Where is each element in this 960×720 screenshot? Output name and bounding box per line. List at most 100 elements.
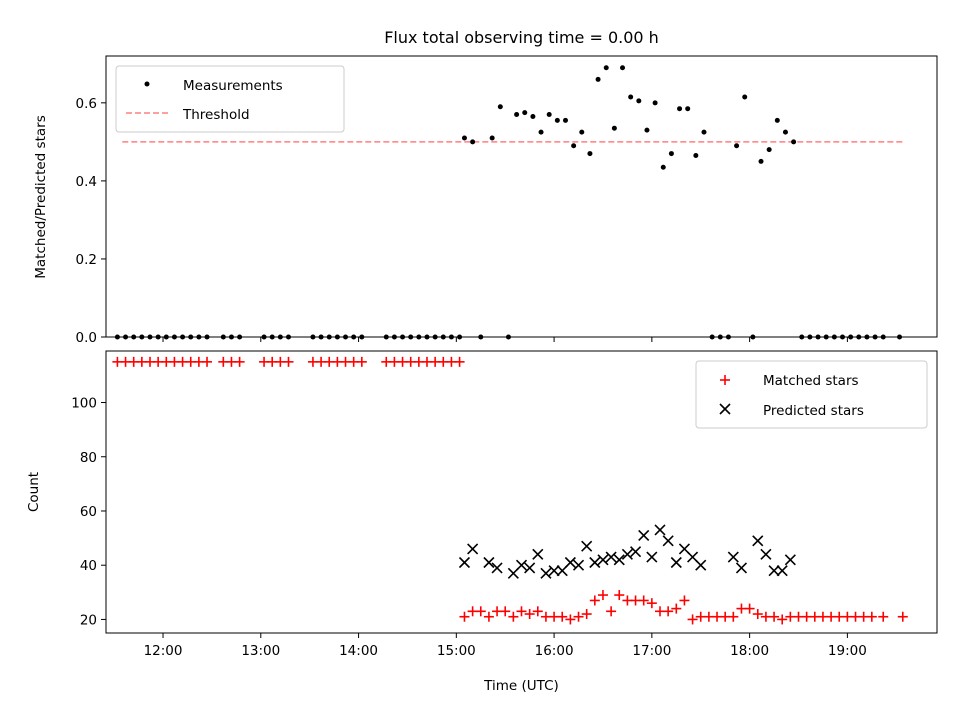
- matched-stars-point: [581, 609, 592, 620]
- matched-stars-point: [752, 609, 763, 620]
- bottom-panel: 12:00 13:00 14:00 15:00 16:00 17:00 18:00 19:00…: [26, 350, 938, 694]
- predicted-stars-point: [613, 554, 625, 566]
- predicted-stars-point: [776, 565, 788, 577]
- predicted-stars-point: [605, 551, 617, 563]
- measurements-point: [734, 143, 740, 149]
- matched-stars-point: [459, 611, 470, 622]
- predicted-stars-point: [752, 535, 764, 547]
- matched-stars-point: [500, 606, 511, 617]
- measurements-point: [489, 135, 495, 141]
- bottom-axes-frame: [105, 350, 938, 634]
- predicted-stars-point: [768, 565, 780, 577]
- x-tick-label: 14:00: [339, 643, 378, 659]
- predicted-stars-point: [483, 556, 495, 569]
- legend-label-predicted-stars: Predicted stars: [763, 403, 864, 419]
- y-tick-label: 60: [80, 504, 97, 520]
- predicted-stars-point: [572, 559, 585, 571]
- legend-marker-matched-stars: [720, 375, 730, 385]
- measurements-point: [742, 94, 748, 100]
- matched-stars-point: [516, 606, 527, 617]
- measurements-point: [636, 98, 642, 104]
- predicted-stars-point: [654, 524, 666, 536]
- matched-stars-point: [897, 611, 908, 622]
- measurements-point: [530, 113, 536, 119]
- measurements-point: [562, 117, 568, 123]
- y-tick-label: 100: [71, 396, 97, 412]
- legend-label-threshold: Threshold: [182, 107, 250, 123]
- predicted-stars-point: [597, 554, 609, 566]
- matched-stars-point: [638, 595, 649, 606]
- matched-stars-point: [454, 356, 465, 367]
- predicted-stars-point: [581, 540, 593, 552]
- top-axes-frame: [105, 55, 938, 338]
- bottom-legend: Matched stars Predicted stars: [695, 360, 928, 429]
- measurements-point: [470, 139, 476, 145]
- matched-stars-point: [663, 606, 674, 617]
- matched-stars-point: [356, 356, 367, 367]
- matched-stars-point: [728, 611, 739, 622]
- matched-stars-point: [744, 603, 755, 614]
- matched-stars-point: [679, 595, 690, 606]
- x-tick-label: 19:00: [828, 643, 867, 659]
- predicted-stars-point: [735, 562, 748, 574]
- bottom-axis-ticks: 12:00 13:00 14:00 15:00 16:00 17:00 18:00 19:00…: [71, 396, 867, 659]
- predicted-stars-point: [540, 567, 552, 579]
- measurements-point: [579, 129, 585, 135]
- matched-stars-point: [671, 603, 682, 614]
- measurements-point: [660, 164, 666, 170]
- y-tick-label: 0.2: [76, 252, 97, 268]
- predicted-stars-point: [760, 548, 772, 560]
- measurements-point: [782, 129, 788, 135]
- matched-stars-point: [565, 614, 576, 625]
- matched-stars-point: [597, 590, 608, 601]
- y-tick-label: 0.0: [76, 330, 97, 346]
- measurements-point: [538, 129, 544, 135]
- top-axis-ticks: 0.0 0.2 0.4 0.6: [76, 96, 848, 346]
- matched-stars-point: [475, 606, 486, 617]
- predicted-stars-point: [646, 551, 658, 563]
- measurements-point: [685, 106, 691, 112]
- y-tick-label: 0.4: [76, 174, 97, 190]
- matched-stars-point: [234, 356, 245, 367]
- measurements-point: [652, 100, 658, 106]
- measurements-point: [461, 135, 467, 141]
- top-legend: Measurements Threshold: [115, 65, 345, 133]
- measurements-point: [758, 158, 764, 164]
- measurements-point: [766, 147, 772, 153]
- matched-stars-point: [589, 595, 600, 606]
- matched-stars-point: [283, 356, 294, 367]
- matched-stars-point: [524, 609, 535, 620]
- predicted-stars-point: [524, 562, 536, 574]
- matched-stars-point: [878, 611, 889, 622]
- predicted-stars-point: [564, 556, 576, 569]
- y-tick-label: 80: [80, 450, 97, 466]
- predicted-stars-point: [784, 554, 796, 566]
- predicted-stars-point: [467, 543, 479, 555]
- predicted-stars-point: [638, 529, 650, 541]
- matched-stars-point: [202, 356, 213, 367]
- predicted-stars-point: [491, 562, 503, 574]
- matched-stars-point: [508, 611, 519, 622]
- measurements-point: [628, 94, 634, 100]
- y-tick-label: 20: [80, 612, 97, 628]
- bottom-data-marks: [112, 356, 908, 625]
- bottom-legend-box: [695, 360, 928, 429]
- predicted-stars-point: [589, 556, 601, 569]
- matched-stars-point: [769, 611, 780, 622]
- measurements-point: [774, 117, 780, 123]
- matched-stars-point: [483, 611, 494, 622]
- matched-stars-point: [866, 611, 877, 622]
- measurements-point: [587, 151, 593, 157]
- x-tick-label: 12:00: [144, 643, 183, 659]
- measurements-point: [677, 106, 683, 112]
- legend-label-measurements: Measurements: [183, 78, 283, 94]
- matched-stars-point: [532, 606, 543, 617]
- measurements-point: [611, 125, 617, 131]
- predicted-stars-point: [458, 556, 471, 569]
- matched-stars-point: [646, 598, 657, 609]
- bottom-y-axis-label: Count: [26, 472, 42, 512]
- predicted-stars-point: [662, 535, 674, 547]
- legend-marker-predicted-stars: [719, 403, 731, 415]
- top-y-axis-label: Matched/Predicted stars: [33, 115, 49, 278]
